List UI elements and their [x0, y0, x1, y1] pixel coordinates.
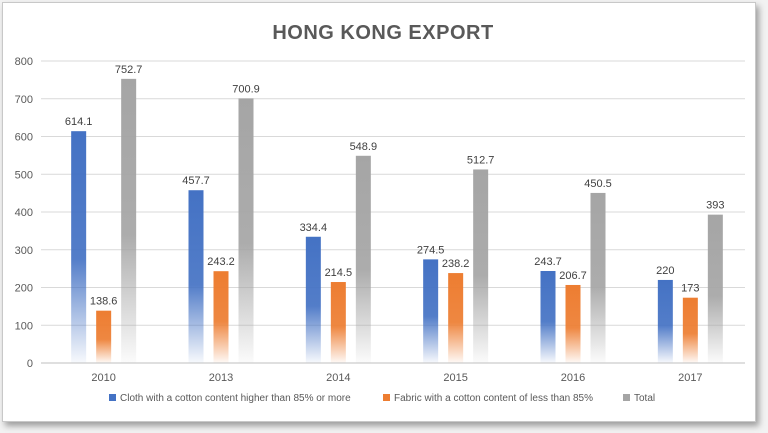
- bars: 614.1 138.6 752.7 457.7 243.2 700.9 334.4 214.5…: [65, 64, 725, 364]
- y-tick-label: 800: [15, 56, 33, 68]
- legend-swatch: [383, 394, 390, 401]
- bar: [188, 190, 204, 363]
- x-tick-label: 2010: [91, 372, 115, 384]
- data-label: 243.7: [534, 256, 562, 268]
- data-label: 512.7: [467, 154, 495, 166]
- chart-title: HONG KONG EXPORT: [272, 22, 493, 44]
- data-label: 700.9: [232, 83, 260, 95]
- legend: Cloth with a cotton content higher than …: [109, 393, 655, 404]
- bar: [71, 131, 87, 363]
- data-label: 214.5: [325, 267, 353, 279]
- x-tick-label: 2015: [443, 372, 467, 384]
- data-label: 243.2: [207, 256, 235, 268]
- bar: [213, 271, 229, 363]
- y-tick-label: 400: [15, 207, 33, 219]
- bar: [707, 214, 723, 363]
- bar: [540, 271, 556, 363]
- data-label: 548.9: [350, 141, 378, 153]
- data-label: 334.4: [300, 222, 328, 234]
- chart-frame: HONG KONG EXPORT 0 100 200 300 400 500 600 700 8…: [2, 2, 756, 422]
- bar: [305, 236, 321, 363]
- y-axis: 0 100 200 300 400 500 600 700 800: [15, 56, 33, 370]
- bar: [590, 192, 606, 363]
- y-tick-label: 600: [15, 132, 33, 144]
- y-tick-label: 500: [15, 169, 33, 181]
- x-tick-label: 2014: [326, 372, 350, 384]
- legend-swatch: [109, 394, 116, 401]
- bar: [565, 284, 581, 363]
- bar: [96, 310, 112, 363]
- bar: [238, 98, 254, 363]
- bar: [682, 297, 698, 363]
- bar: [657, 279, 673, 363]
- x-tick-label: 2013: [209, 372, 233, 384]
- y-tick-label: 0: [27, 358, 33, 370]
- bar: [330, 282, 346, 363]
- bar-chart: HONG KONG EXPORT 0 100 200 300 400 500 600 700 8…: [15, 22, 745, 404]
- bar: [448, 273, 464, 363]
- data-label: 614.1: [65, 116, 93, 128]
- x-tick-label: 2017: [678, 372, 702, 384]
- y-tick-label: 200: [15, 283, 33, 295]
- bar: [121, 78, 137, 364]
- data-label: 457.7: [182, 175, 210, 187]
- legend-label: Cloth with a cotton content higher than …: [120, 393, 351, 404]
- y-tick-label: 300: [15, 245, 33, 257]
- bar: [423, 259, 439, 363]
- bar: [473, 169, 489, 363]
- bar: [355, 155, 371, 363]
- y-tick-label: 700: [15, 94, 33, 106]
- data-label: 274.5: [417, 244, 445, 256]
- data-label: 138.6: [90, 296, 118, 308]
- data-label: 173: [681, 283, 699, 295]
- data-label: 393: [706, 200, 724, 212]
- data-label: 220: [656, 265, 674, 277]
- data-label: 450.5: [584, 178, 612, 190]
- data-label: 238.2: [442, 258, 470, 270]
- y-tick-label: 100: [15, 320, 33, 332]
- data-label: 752.7: [115, 64, 143, 76]
- x-tick-label: 2016: [561, 372, 585, 384]
- gridlines: [41, 60, 745, 364]
- legend-label: Fabric with a cotton content of less tha…: [394, 393, 593, 404]
- legend-swatch: [623, 394, 630, 401]
- x-axis: 2010 2013 2014 2015 2016 2017: [41, 362, 745, 384]
- legend-label: Total: [634, 393, 655, 404]
- data-label: 206.7: [559, 270, 587, 282]
